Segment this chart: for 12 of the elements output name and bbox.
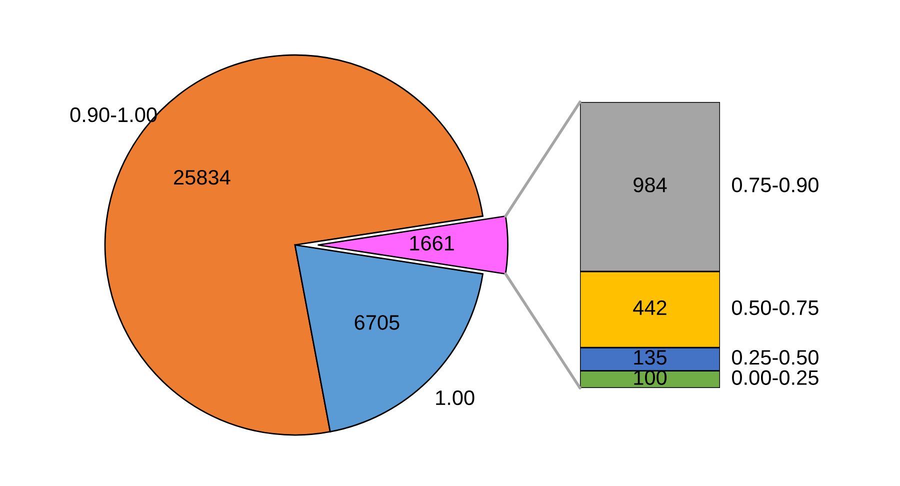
slice-label: 0.90-1.00 xyxy=(70,107,157,122)
slice-label: 1.00 xyxy=(436,390,474,406)
data-label: 984 xyxy=(634,178,667,192)
series-label: 0.50-0.75 xyxy=(732,300,818,316)
series-label: 0.75-0.90 xyxy=(732,178,818,192)
series-label: 0.25-0.50 xyxy=(732,350,818,365)
data-label: 6705 xyxy=(354,315,400,330)
series-label: 0.00-0.25 xyxy=(732,370,818,385)
data-label: 135 xyxy=(634,350,667,365)
data-label: 442 xyxy=(633,300,666,315)
data-label: 25834 xyxy=(174,170,230,185)
data-label: 1661 xyxy=(410,236,454,251)
